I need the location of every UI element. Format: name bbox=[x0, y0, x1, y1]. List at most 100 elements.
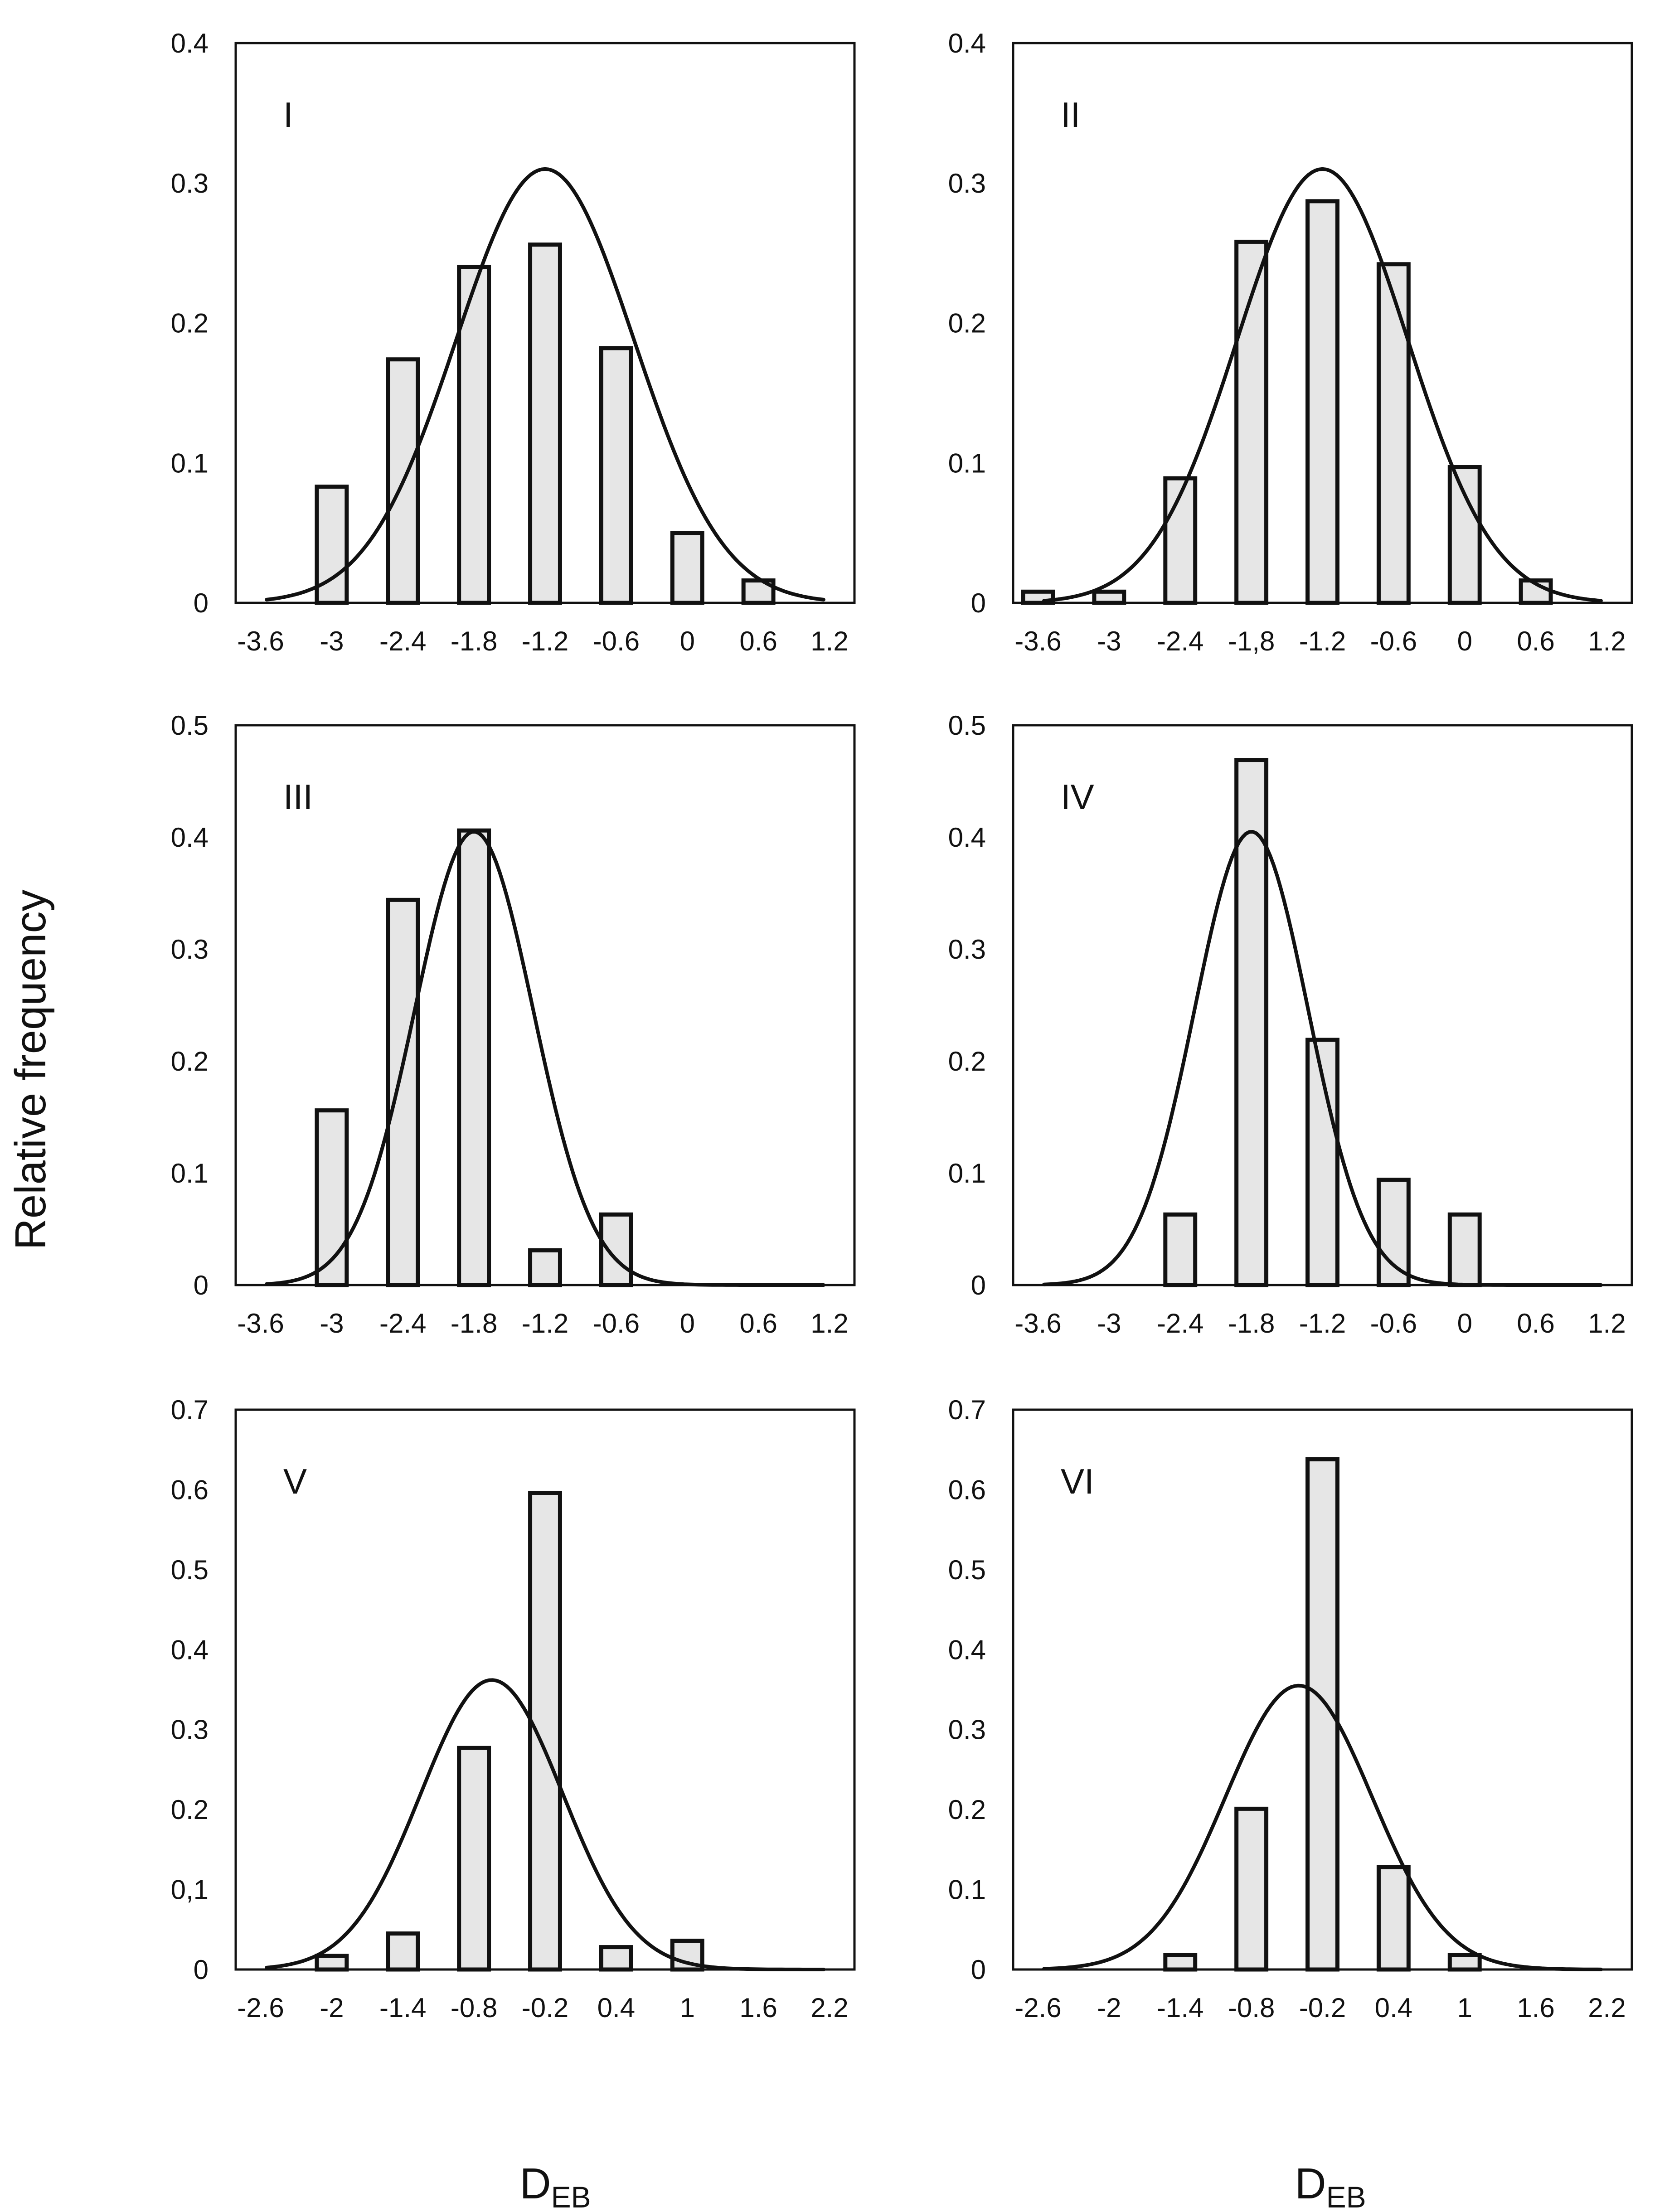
panel-ii-xtick-label: -3.6 bbox=[1014, 626, 1061, 656]
panel-iv-bar bbox=[1163, 1212, 1198, 1287]
panel-iv-xtick-label: -1.8 bbox=[1228, 1308, 1275, 1339]
panel-i-ytick-label: 0 bbox=[194, 588, 209, 618]
panel-vi-xtick-label: -2 bbox=[1097, 1993, 1121, 2023]
panel-v-bar bbox=[457, 1746, 491, 1972]
panel-vi-xtick-label: 2.2 bbox=[1588, 1993, 1626, 2023]
panel-iv-xtick-label: -0.6 bbox=[1370, 1308, 1417, 1339]
panel-ii-bar bbox=[1092, 589, 1126, 605]
panel-i-xtick-label: -3.6 bbox=[237, 626, 284, 656]
panel-vi-ytick-label: 0.5 bbox=[948, 1555, 986, 1585]
panel-vi-xtick-label: -0.2 bbox=[1299, 1993, 1346, 2023]
panel-vi-bar bbox=[1376, 1865, 1411, 1972]
panel-ii-ytick-label: 0.4 bbox=[948, 28, 986, 58]
panel-i-bar bbox=[528, 243, 562, 605]
panel-vi-xtick-label: -1.4 bbox=[1157, 1993, 1203, 2023]
panel-ii-bar bbox=[1021, 589, 1055, 605]
panel-v-xtick-label: -2.6 bbox=[237, 1993, 284, 2023]
panel-vi-xtick-label: -0.8 bbox=[1228, 1993, 1275, 2023]
x-axis-label-right: DEB bbox=[1295, 2159, 1366, 2212]
panel-iv: 0 0.1 0.2 0.3 0.4 0.5 -3.6 -3 -2.4 -1.8 -1.2 -0.6 0 0… bbox=[948, 710, 1633, 1339]
panel-i: 0 0.1 0.2 0.3 0.4 -3.6 -3 -2.4 -1.8 -1.2 -0.6 0 0.6 1… bbox=[171, 28, 856, 656]
panel-vi-bar bbox=[1163, 1953, 1198, 1972]
x-axis-label-right-main: D bbox=[1295, 2159, 1326, 2208]
panel-iii-ytick-label: 0.5 bbox=[171, 710, 209, 741]
panel-iii-xtick-label: -3 bbox=[320, 1308, 344, 1339]
panel-iii-xtick-label: 0.6 bbox=[739, 1308, 777, 1339]
panel-ii-bar bbox=[1447, 465, 1482, 605]
panel-ii: 0 0.1 0.2 0.3 0.4 -3.6 -3 -2.4 -1,8 -1.2 -0.6 0 0.6 1… bbox=[948, 28, 1633, 656]
panel-ii-ytick-label: 0 bbox=[971, 588, 986, 618]
panel-v-xtick-label: -0.8 bbox=[451, 1993, 497, 2023]
panel-ii-xtick-label: 1.2 bbox=[1588, 626, 1626, 656]
panels: 0 0.1 0.2 0.3 0.4 -3.6 -3 -2.4 -1.8 -1.2 -0.6 0 0.6 1… bbox=[171, 28, 1633, 2023]
panel-iv-xtick-label: 0.6 bbox=[1517, 1308, 1554, 1339]
panel-iv-xtick-label: 1.2 bbox=[1588, 1308, 1626, 1339]
x-axis-label-right-sub: EB bbox=[1326, 2180, 1366, 2212]
panel-iii-xtick-label: -2.4 bbox=[379, 1308, 426, 1339]
panel-vi-ytick-label: 0.6 bbox=[948, 1475, 986, 1505]
panel-vi-ytick-label: 0.4 bbox=[948, 1635, 986, 1665]
panel-v-xtick-label: -1.4 bbox=[379, 1993, 426, 2023]
panel-vi-ytick-label: 0.7 bbox=[948, 1395, 986, 1425]
panel-i-fit-curve bbox=[265, 167, 825, 602]
panel-iii-fit-curve bbox=[265, 830, 825, 1287]
panel-iv-ytick-label: 0.3 bbox=[948, 934, 986, 965]
panel-iii-ytick-label: 0.3 bbox=[171, 934, 209, 965]
panel-iv-ytick-label: 0.5 bbox=[948, 710, 986, 741]
panel-v-xtick-label: -0.2 bbox=[522, 1993, 568, 2023]
panel-v-ytick-label: 0.5 bbox=[171, 1555, 209, 1585]
panel-iv-ytick-label: 0.2 bbox=[948, 1046, 986, 1077]
panel-v-bar bbox=[386, 1931, 420, 1972]
panel-ii-ytick-label: 0.3 bbox=[948, 168, 986, 199]
panel-ii-fit-curve bbox=[1042, 167, 1603, 603]
panel-vi-ytick-label: 0.2 bbox=[948, 1795, 986, 1825]
panel-v-ytick-label: 0.7 bbox=[171, 1395, 209, 1425]
panel-ii-xtick-label: -2.4 bbox=[1157, 626, 1203, 656]
panel-vi-ytick-label: 0 bbox=[971, 1955, 986, 1985]
panel-v-xtick-label: 2.2 bbox=[810, 1993, 848, 2023]
panel-iii-xtick-label: -0.6 bbox=[593, 1308, 640, 1339]
panel-i-xtick-label: -1.8 bbox=[451, 626, 497, 656]
panel-v-bar bbox=[599, 1945, 633, 1972]
panel-v-ytick-label: 0.3 bbox=[171, 1715, 209, 1745]
panel-i-xtick-label: -0.6 bbox=[593, 626, 640, 656]
x-axis-label-left-sub: EB bbox=[551, 2180, 591, 2212]
panel-vi-ytick-label: 0.1 bbox=[948, 1875, 986, 1905]
panel-iii: 0 0.1 0.2 0.3 0.4 0.5 -3.6 -3 -2.4 -1.8 -1.2 -0.6 0 0… bbox=[171, 710, 856, 1339]
panel-v-ytick-label: 0 bbox=[194, 1955, 209, 1985]
panel-iii-ytick-label: 0.1 bbox=[171, 1158, 209, 1188]
y-axis-label: Relative frequency bbox=[6, 889, 55, 1250]
panel-vi-ytick-label: 0.3 bbox=[948, 1715, 986, 1745]
panel-vi-fit-curve bbox=[1042, 1683, 1603, 1971]
panel-vi-bar bbox=[1447, 1953, 1482, 1972]
panel-i-bar bbox=[670, 531, 704, 605]
panel-iv-ytick-label: 0.1 bbox=[948, 1158, 986, 1188]
panel-iii-bar bbox=[528, 1248, 562, 1287]
panel-v-label: V bbox=[283, 1461, 307, 1501]
panel-iii-ytick-label: 0.4 bbox=[171, 822, 209, 853]
panel-i-ytick-label: 0.4 bbox=[171, 28, 209, 58]
panel-iii-label: III bbox=[283, 777, 313, 817]
panel-i-ytick-label: 0.3 bbox=[171, 168, 209, 199]
panel-i-xtick-label: -1.2 bbox=[522, 626, 568, 656]
panel-iv-xtick-label: -3.6 bbox=[1014, 1308, 1061, 1339]
panel-ii-ytick-label: 0.1 bbox=[948, 448, 986, 478]
panel-iv-xtick-label: -3 bbox=[1097, 1308, 1121, 1339]
panel-iv-label: IV bbox=[1061, 777, 1094, 817]
panel-iv-fit-curve bbox=[1042, 830, 1603, 1287]
panel-iv-bar bbox=[1376, 1178, 1411, 1287]
panel-iii-xtick-label: -3.6 bbox=[237, 1308, 284, 1339]
panel-ii-xtick-label: -1.2 bbox=[1299, 626, 1346, 656]
panel-ii-xtick-label: -1,8 bbox=[1228, 626, 1275, 656]
panel-v-ytick-label: 0.6 bbox=[171, 1475, 209, 1505]
panel-vi-xtick-label: -2.6 bbox=[1014, 1993, 1061, 2023]
panel-vi-bar bbox=[1234, 1806, 1269, 1972]
panel-v-xtick-label: 1.6 bbox=[739, 1993, 777, 2023]
x-axis-label-left-main: D bbox=[519, 2159, 551, 2208]
panel-v-ytick-label: 0,1 bbox=[171, 1875, 209, 1905]
panel-i-label: I bbox=[283, 95, 293, 135]
panel-i-ytick-label: 0.2 bbox=[171, 308, 209, 339]
panel-ii-ytick-label: 0.2 bbox=[948, 308, 986, 339]
panel-iii-xtick-label: -1.2 bbox=[522, 1308, 568, 1339]
panel-iii-xtick-label: 1.2 bbox=[810, 1308, 848, 1339]
